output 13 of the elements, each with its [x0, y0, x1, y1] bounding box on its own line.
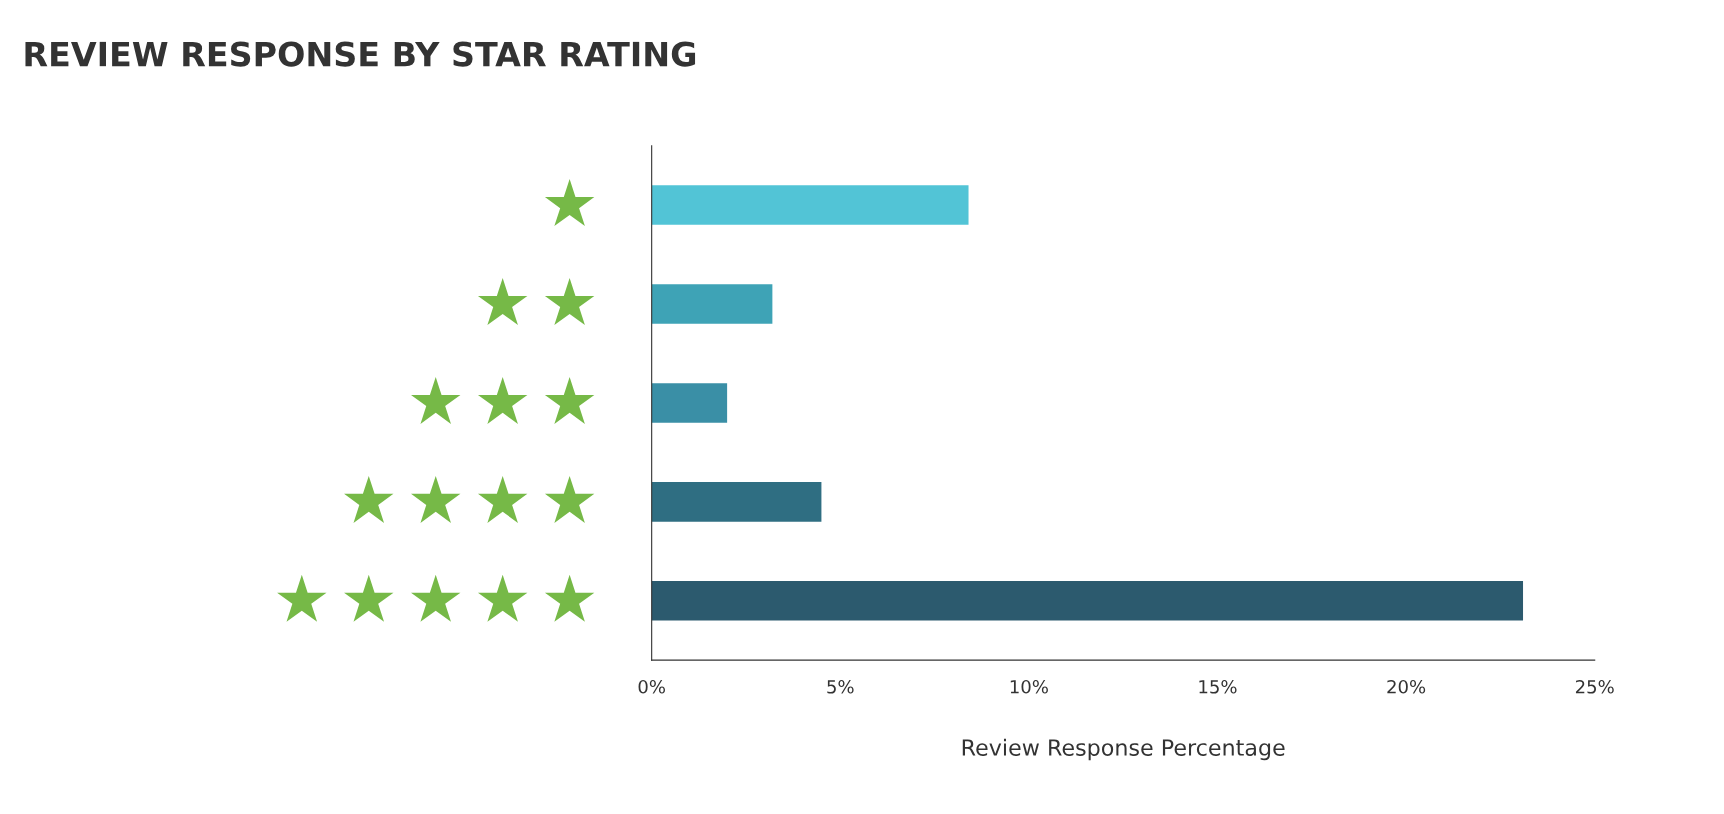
bar [651, 482, 822, 522]
x-tick-label: 15% [1199, 679, 1237, 694]
x-tick-label: 25% [1575, 679, 1614, 694]
bar [651, 284, 773, 324]
x-axis-title: Review Response Percentage [962, 738, 1285, 761]
bar [651, 581, 1524, 621]
bar [651, 185, 969, 225]
bar [651, 383, 728, 423]
x-tick-label: 0% [638, 679, 665, 694]
text: REVIEW RESPONSE BY STAR RATING [25, 41, 696, 67]
x-tick-label: 20% [1387, 679, 1426, 694]
x-tick-label: 5% [827, 679, 854, 694]
x-tick-label: 10% [1010, 679, 1048, 694]
